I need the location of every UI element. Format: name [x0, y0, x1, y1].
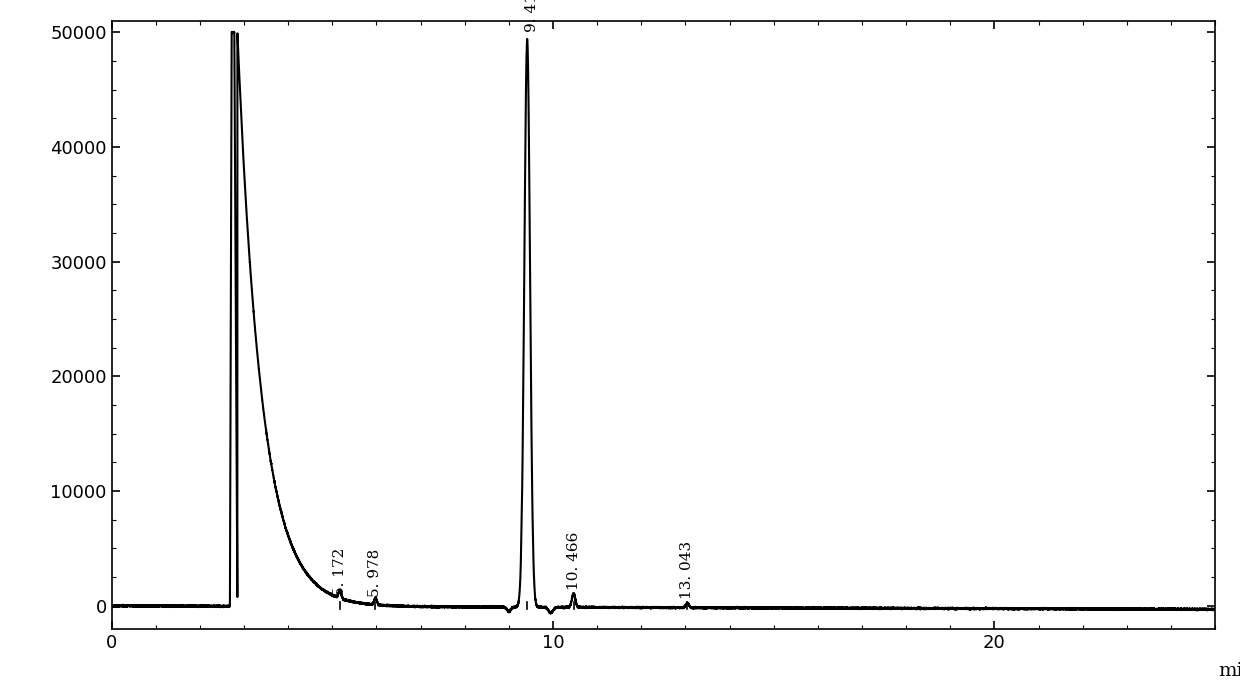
X-axis label: min: min	[1219, 662, 1240, 680]
Text: 5. 172: 5. 172	[332, 547, 347, 596]
Text: 10. 466: 10. 466	[567, 531, 580, 590]
Text: 13. 043: 13. 043	[681, 541, 694, 599]
Text: 9. 414: 9. 414	[525, 0, 538, 32]
Text: 5. 978: 5. 978	[368, 549, 382, 597]
